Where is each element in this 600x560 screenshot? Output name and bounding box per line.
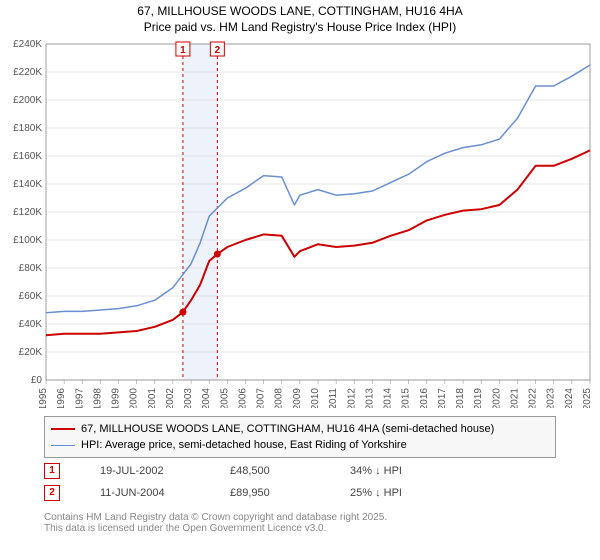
legend: 67, MILLHOUSE WOODS LANE, COTTINGHAM, HU… [44, 416, 556, 458]
marker-number: 2 [44, 485, 60, 501]
svg-text:2019: 2019 [473, 388, 484, 408]
svg-text:2009: 2009 [292, 388, 303, 408]
svg-text:1996: 1996 [56, 388, 67, 408]
svg-text:2022: 2022 [528, 388, 539, 408]
svg-text:2007: 2007 [256, 388, 267, 408]
svg-text:2014: 2014 [383, 388, 394, 408]
svg-text:2: 2 [215, 45, 221, 56]
svg-text:2016: 2016 [419, 388, 430, 408]
sale-markers-table: 1 19-JUL-2002 £48,500 34% ↓ HPI 2 11-JUN-2004… [44, 460, 450, 504]
svg-text:£200K: £200K [13, 95, 42, 106]
svg-text:£100K: £100K [13, 235, 42, 246]
svg-text:2008: 2008 [274, 388, 285, 408]
title-line-2: Price paid vs. HM Land Registry's House … [0, 20, 600, 36]
svg-text:2023: 2023 [546, 388, 557, 408]
svg-text:1995: 1995 [38, 388, 49, 408]
svg-text:2011: 2011 [328, 388, 339, 408]
svg-text:1997: 1997 [74, 388, 85, 408]
svg-text:£0: £0 [31, 375, 43, 386]
marker-date: 11-JUN-2004 [100, 487, 190, 499]
footer-attribution: Contains HM Land Registry data © Crown c… [44, 512, 387, 534]
marker-row: 1 19-JUL-2002 £48,500 34% ↓ HPI [44, 460, 450, 482]
footer-line-2: This data is licensed under the Open Gov… [44, 523, 387, 534]
svg-text:£40K: £40K [19, 319, 43, 330]
marker-price: £48,500 [230, 465, 310, 477]
svg-text:2025: 2025 [582, 388, 593, 408]
svg-text:£240K: £240K [13, 39, 42, 50]
line-chart: £0 £20K £40K £60K £80K £100K £120K £140K £160K £1… [0, 38, 600, 408]
marker-date: 19-JUL-2002 [100, 465, 190, 477]
svg-text:2024: 2024 [564, 388, 575, 408]
svg-text:2015: 2015 [401, 388, 412, 408]
legend-swatch [51, 428, 75, 430]
legend-label: 67, MILLHOUSE WOODS LANE, COTTINGHAM, HU… [81, 423, 494, 435]
svg-text:2020: 2020 [491, 388, 502, 408]
chart-title: 67, MILLHOUSE WOODS LANE, COTTINGHAM, HU… [0, 0, 600, 35]
legend-item: 67, MILLHOUSE WOODS LANE, COTTINGHAM, HU… [51, 421, 549, 437]
legend-swatch [51, 445, 75, 446]
legend-item: HPI: Average price, semi-detached house,… [51, 437, 549, 453]
svg-text:£120K: £120K [13, 207, 42, 218]
footer-line-1: Contains HM Land Registry data © Crown c… [44, 512, 387, 523]
svg-text:£20K: £20K [19, 347, 43, 358]
legend-label: HPI: Average price, semi-detached house,… [81, 439, 407, 451]
svg-text:£80K: £80K [19, 263, 43, 274]
svg-text:1999: 1999 [111, 388, 122, 408]
svg-text:2003: 2003 [183, 388, 194, 408]
svg-text:2010: 2010 [310, 388, 321, 408]
svg-text:2001: 2001 [147, 388, 158, 408]
marker-delta: 25% ↓ HPI [350, 487, 450, 499]
svg-text:2005: 2005 [219, 388, 230, 408]
svg-text:2000: 2000 [129, 388, 140, 408]
marker-number: 1 [44, 463, 60, 479]
svg-text:2021: 2021 [509, 388, 520, 408]
svg-text:£140K: £140K [13, 179, 42, 190]
svg-text:2004: 2004 [201, 388, 212, 408]
svg-text:2017: 2017 [437, 388, 448, 408]
svg-text:1998: 1998 [92, 388, 103, 408]
svg-text:£180K: £180K [13, 123, 42, 134]
svg-text:£220K: £220K [13, 67, 42, 78]
svg-text:2012: 2012 [346, 388, 357, 408]
marker-delta: 34% ↓ HPI [350, 465, 450, 477]
marker-price: £89,950 [230, 487, 310, 499]
svg-text:2013: 2013 [364, 388, 375, 408]
title-line-1: 67, MILLHOUSE WOODS LANE, COTTINGHAM, HU… [0, 4, 600, 20]
svg-text:2018: 2018 [455, 388, 466, 408]
svg-text:1: 1 [180, 45, 186, 56]
svg-text:2002: 2002 [165, 388, 176, 408]
svg-text:£60K: £60K [19, 291, 43, 302]
marker-row: 2 11-JUN-2004 £89,950 25% ↓ HPI [44, 482, 450, 504]
svg-text:£160K: £160K [13, 151, 42, 162]
svg-text:2006: 2006 [237, 388, 248, 408]
